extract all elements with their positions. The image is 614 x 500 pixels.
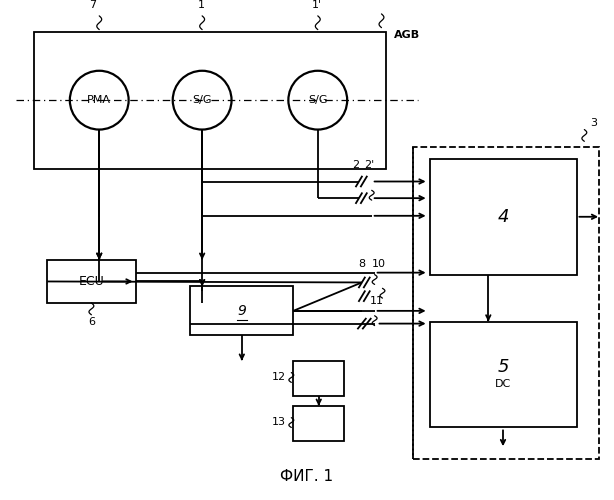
Text: 2': 2' [365,160,375,170]
Text: ECU: ECU [79,275,104,288]
Text: 11: 11 [370,296,384,306]
Text: DC: DC [495,380,511,390]
Bar [34,32,386,169]
Text: 1': 1' [312,0,322,10]
Text: 5: 5 [497,358,509,376]
Text: ФИГ. 1: ФИГ. 1 [281,469,333,484]
Text: 7: 7 [90,0,96,10]
Text: 4: 4 [497,208,509,226]
Bar [47,260,136,303]
Text: 8: 8 [359,259,365,269]
Text: 2: 2 [352,160,360,170]
Text: 1: 1 [198,0,205,10]
Text: PMA: PMA [87,95,111,105]
Bar [430,322,577,428]
Bar [413,147,599,459]
Text: 9: 9 [238,304,246,318]
Text: S/G: S/G [308,95,327,105]
Text: 13: 13 [272,416,286,426]
Text: 12: 12 [272,372,286,382]
Text: S/G: S/G [192,95,212,105]
Text: 6: 6 [88,316,95,326]
Text: AGB: AGB [394,30,421,40]
Text: 10: 10 [371,259,386,269]
Bar [430,159,577,274]
Bar [293,361,344,396]
Bar [190,286,293,336]
Text: 3: 3 [590,118,597,128]
Bar [293,406,344,441]
